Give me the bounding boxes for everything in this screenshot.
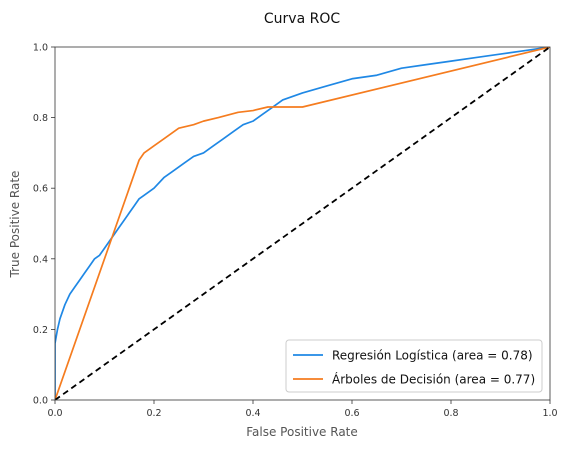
y-tick-label: 0.6 (33, 184, 48, 195)
series-line-1 (55, 47, 550, 400)
y-tick-label: 0.8 (33, 113, 48, 124)
x-tick-label: 0.2 (146, 408, 161, 419)
legend: Regresión Logística (area = 0.78) Árboles… (285, 339, 543, 393)
y-tick-label: 0.0 (33, 396, 48, 407)
x-tick-label: 0.4 (245, 408, 260, 419)
x-axis-ticks: 0.0 0.2 0.4 0.6 0.8 1.0 (47, 400, 558, 419)
plot-frame (54, 46, 551, 401)
x-tick-label: 0.6 (344, 408, 359, 419)
series-line-2 (55, 47, 550, 400)
x-tick-label: 1.0 (542, 408, 557, 419)
y-tick-label: 0.2 (33, 325, 48, 336)
y-axis-label: True Positive Rate (8, 171, 22, 279)
legend-label: Árboles de Decisión (area = 0.77) (332, 372, 535, 387)
plot-area (54, 46, 551, 401)
y-axis-ticks: 0.0 0.2 0.4 0.6 0.8 1.0 (33, 43, 55, 407)
x-tick-label: 0.8 (443, 408, 458, 419)
legend-label: Regresión Logística (area = 0.78) (332, 349, 533, 363)
y-tick-label: 0.4 (33, 254, 48, 265)
legend-box (285, 339, 543, 393)
x-axis-label: False Positive Rate (246, 425, 358, 439)
random-baseline-line (55, 47, 550, 400)
chart-title: Curva ROC (264, 11, 340, 27)
x-tick-label: 0.0 (47, 408, 62, 419)
y-tick-label: 1.0 (33, 43, 48, 54)
